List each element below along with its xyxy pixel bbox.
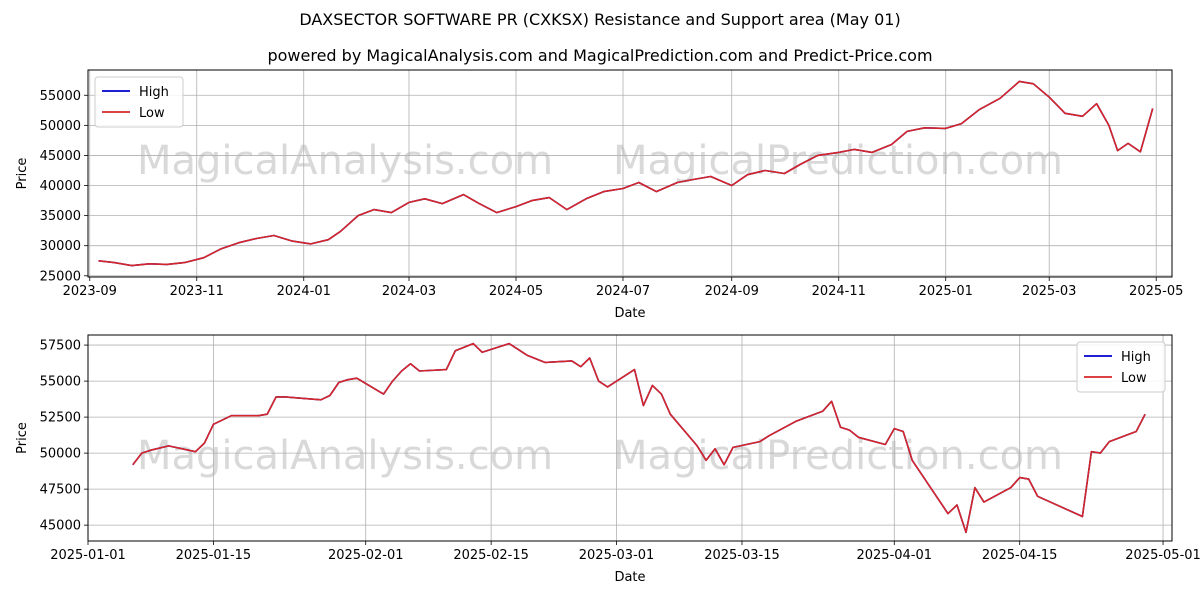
chart-subtitle: powered by MagicalAnalysis.com and Magic… [267,46,933,65]
x-tick-label: 2025-02-01 [328,548,404,563]
y-tick-label: 30000 [40,239,81,254]
x-axis-label: Date [614,306,645,321]
x-tick-label: 2025-04-01 [856,548,932,563]
x-tick-label: 2024-11 [812,284,866,299]
series-line-low [132,342,1146,534]
legend-label-high: High [139,85,169,100]
chart-panel-1: MagicalAnalysis.com MagicalPrediction.com… [15,69,1183,321]
y-tick-label: 45000 [40,519,81,534]
x-tick-label: 2024-09 [705,284,759,299]
legend-box [1076,341,1166,393]
y-tick-label: 47500 [40,483,81,498]
watermark-text: MagicalPrediction.com [613,138,1063,184]
x-axis-label: Date [614,570,645,585]
legend-label-high: High [1121,350,1151,365]
y-tick-label: 45000 [40,149,81,164]
y-tick-label: 55000 [40,89,81,104]
x-tick-label: 2024-03 [382,284,436,299]
y-axis-label: Price [15,422,30,454]
x-tick-label: 2025-02-15 [453,548,529,563]
x-tick-label: 2024-07 [596,284,650,299]
y-axis-label: Price [15,158,30,190]
chart-panel-2: MagicalAnalysis.com MagicalPrediction.com… [15,334,1200,585]
x-tick-label: 2025-03-15 [704,548,780,563]
x-tick-label: 2025-03 [1022,284,1076,299]
x-tick-label: 2024-01 [277,284,331,299]
x-tick-label: 2025-01 [919,284,973,299]
y-tick-label: 57500 [40,339,81,354]
series-line-low [98,80,1154,267]
y-tick-label: 52500 [40,411,81,426]
legend-label-low: Low [139,106,165,121]
legend-label-low: Low [1121,371,1147,386]
x-tick-label: 2025-05 [1129,284,1183,299]
x-tick-label: 2023-09 [63,284,117,299]
chart-title: DAXSECTOR SOFTWARE PR (CXKSX) Resistance… [299,10,901,29]
x-tick-label: 2025-01-15 [176,548,252,563]
y-tick-label: 50000 [40,119,81,134]
watermark-text: MagicalAnalysis.com [137,138,553,184]
plot-frame [87,69,1173,278]
x-tick-label: 2025-04-15 [982,548,1058,563]
watermark-text: MagicalAnalysis.com [137,433,553,479]
y-tick-label: 40000 [40,179,81,194]
y-tick-label: 55000 [40,375,81,390]
legend-box [94,76,184,128]
y-tick-label: 35000 [40,209,81,224]
watermark-text: MagicalPrediction.com [613,433,1063,479]
plot-frame [87,334,1173,542]
x-tick-label: 2024-05 [489,284,543,299]
x-tick-label: 2023-11 [170,284,224,299]
y-tick-label: 25000 [40,269,81,284]
x-tick-label: 2025-03-01 [579,548,655,563]
x-tick-label: 2025-01-01 [50,548,126,563]
x-tick-label: 2025-05-01 [1125,548,1200,563]
y-tick-label: 50000 [40,447,81,462]
